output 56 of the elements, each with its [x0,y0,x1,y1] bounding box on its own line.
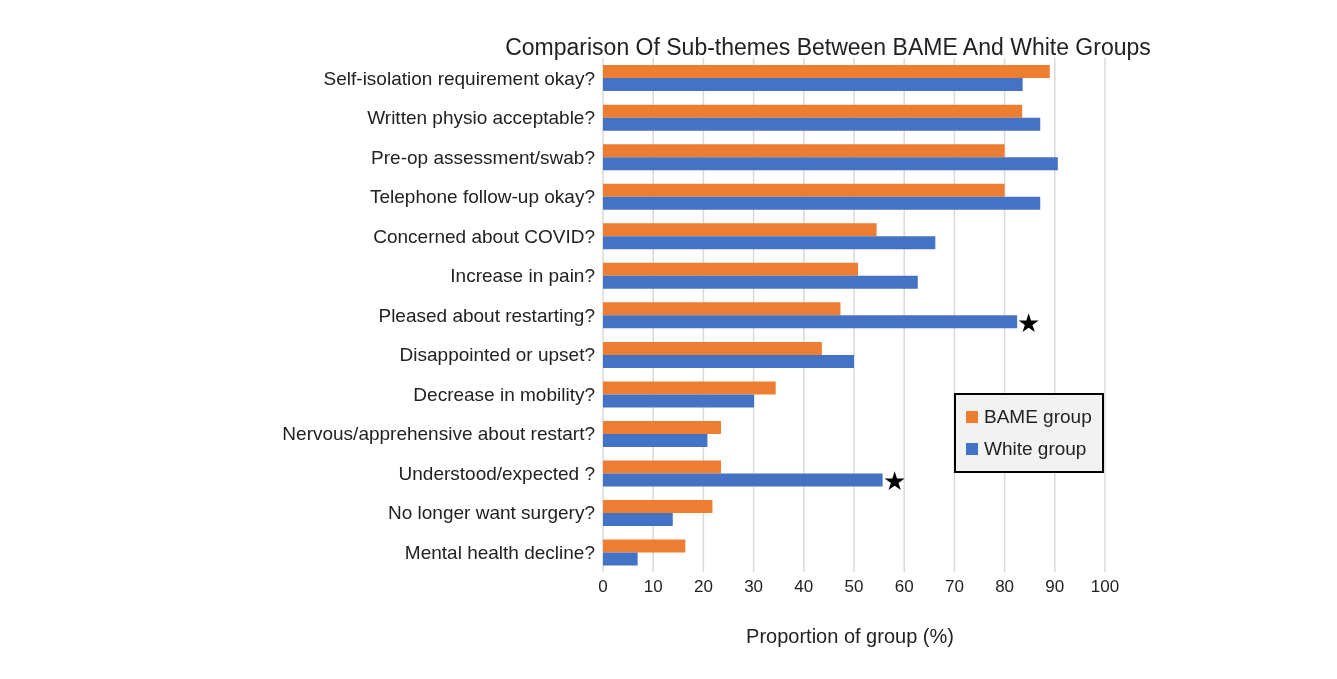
y-tick-label: Self-isolation requirement okay? [323,67,595,89]
annotation: ★ [882,466,906,497]
bar [603,552,638,566]
bar [603,539,686,553]
y-tick-label: Understood/expected ? [398,462,595,484]
x-tick-label: 10 [643,577,663,597]
legend-label: BAME group [984,405,1092,429]
y-tick-label: Mental health decline? [404,541,595,563]
bar [603,104,1023,118]
bar [603,262,859,276]
legend-label: White group [984,437,1087,461]
bar [603,144,1005,158]
y-tick-label: Concerned about COVID? [373,225,595,247]
bar [603,473,883,487]
bar [603,315,1018,329]
y-tick-label: Written physio acceptable? [367,107,595,129]
bar [603,236,936,250]
x-tick-label: 70 [944,577,964,597]
y-tick-label: Decrease in mobility? [413,383,595,405]
x-tick-label: 90 [1045,577,1065,597]
annotation: ★ [1017,308,1041,339]
bar [603,78,1023,92]
bar [603,196,1041,210]
chart-title: Comparison Of Sub-themes Between BAME And White Groups [504,33,1152,60]
bar [603,394,755,408]
bar [603,460,721,474]
bar [603,381,776,395]
bar [603,433,708,447]
x-tick-label: 100 [1090,577,1120,597]
x-tick-label: 50 [844,577,864,597]
bar [603,183,1005,197]
y-tick-label: Increase in pain? [450,265,595,287]
x-tick-label: 60 [894,577,914,597]
bar [603,275,918,289]
bar [603,354,854,368]
bar [603,65,1050,79]
bar [603,223,877,237]
y-tick-label: Nervous/apprehensive about restart? [282,423,595,445]
bar [603,513,673,527]
bar [603,341,822,355]
y-tick-label: No longer want surgery? [388,502,595,524]
y-tick-label: Telephone follow-up okay? [370,186,595,208]
x-axis-title: Proportion of group (%) [745,625,955,648]
bar [603,117,1041,131]
bar [603,500,713,514]
y-tick-label: Pleased about restarting? [378,304,595,326]
bar [603,302,841,316]
y-tick-label: Disappointed or upset? [399,344,595,366]
x-tick-label: 30 [744,577,764,597]
x-tick-label: 20 [693,577,713,597]
bar [603,157,1058,171]
x-tick-label: 80 [995,577,1015,597]
bar [603,420,721,434]
x-tick-label: 40 [794,577,814,597]
y-tick-label: Pre-op assessment/swab? [371,146,595,168]
x-tick-label: 0 [598,577,608,597]
